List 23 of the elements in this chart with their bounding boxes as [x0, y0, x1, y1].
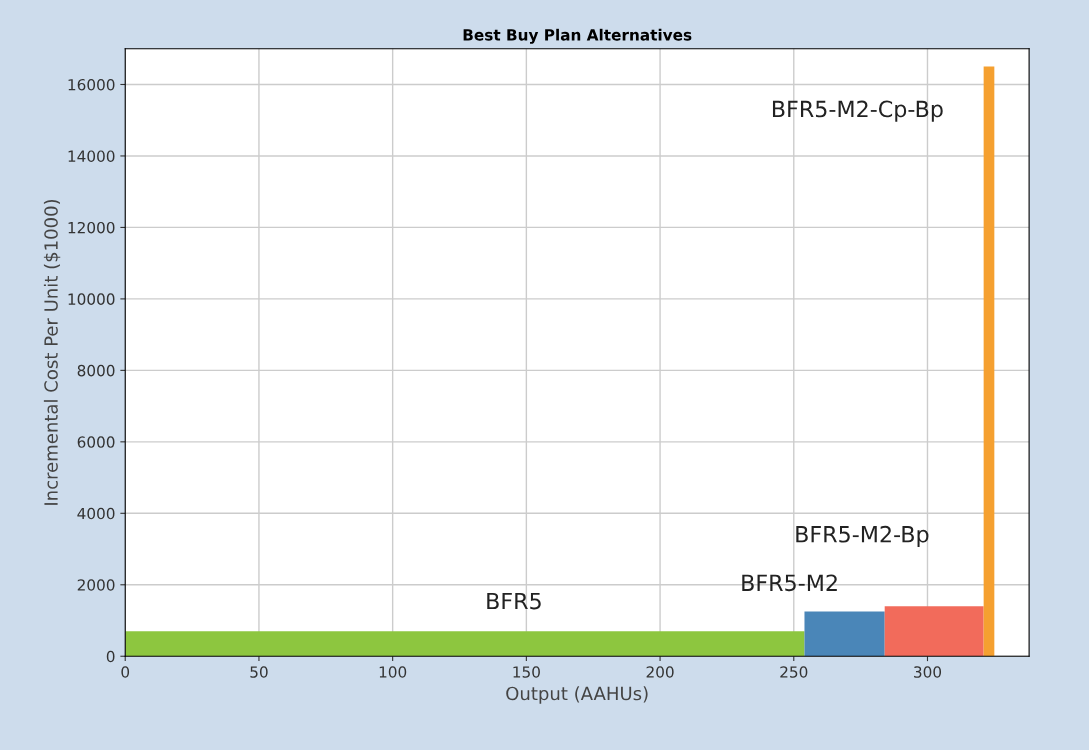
annotation: BFR5-M2	[742, 574, 837, 592]
y-tick-label: 6000	[77, 436, 115, 448]
x-tick-label: 100	[379, 666, 407, 678]
y-tick-label: 14000	[68, 150, 115, 162]
x-tick-label: 0	[121, 666, 130, 678]
y-tick-label: 0	[106, 650, 115, 663]
x-tick-label: 300	[914, 666, 942, 678]
x-tick-label: 250	[780, 666, 808, 678]
x-tick-label: 150	[513, 666, 540, 678]
y-tick-label: 2000	[77, 579, 115, 591]
y-axis-title: Incremental Cost Per Unit ($1000)	[43, 199, 61, 505]
annotation: BFR5-M2-Cp-Bp	[772, 100, 943, 122]
annotation: BFR5	[487, 592, 541, 610]
x-tick-label: 50	[250, 666, 268, 678]
y-tick-label: 4000	[77, 507, 115, 520]
y-tick-label: 12000	[68, 221, 115, 234]
x-axis-title: Output (AAHUs)	[506, 686, 648, 704]
y-tick-label: 10000	[68, 293, 115, 305]
y-tick-label: 16000	[68, 78, 115, 91]
annotation: BFR5-M2-Bp	[796, 525, 929, 547]
y-tick-label: 8000	[77, 364, 115, 377]
chart-title: Best Buy Plan Alternatives	[463, 28, 692, 44]
x-tick-label: 200	[646, 666, 674, 678]
